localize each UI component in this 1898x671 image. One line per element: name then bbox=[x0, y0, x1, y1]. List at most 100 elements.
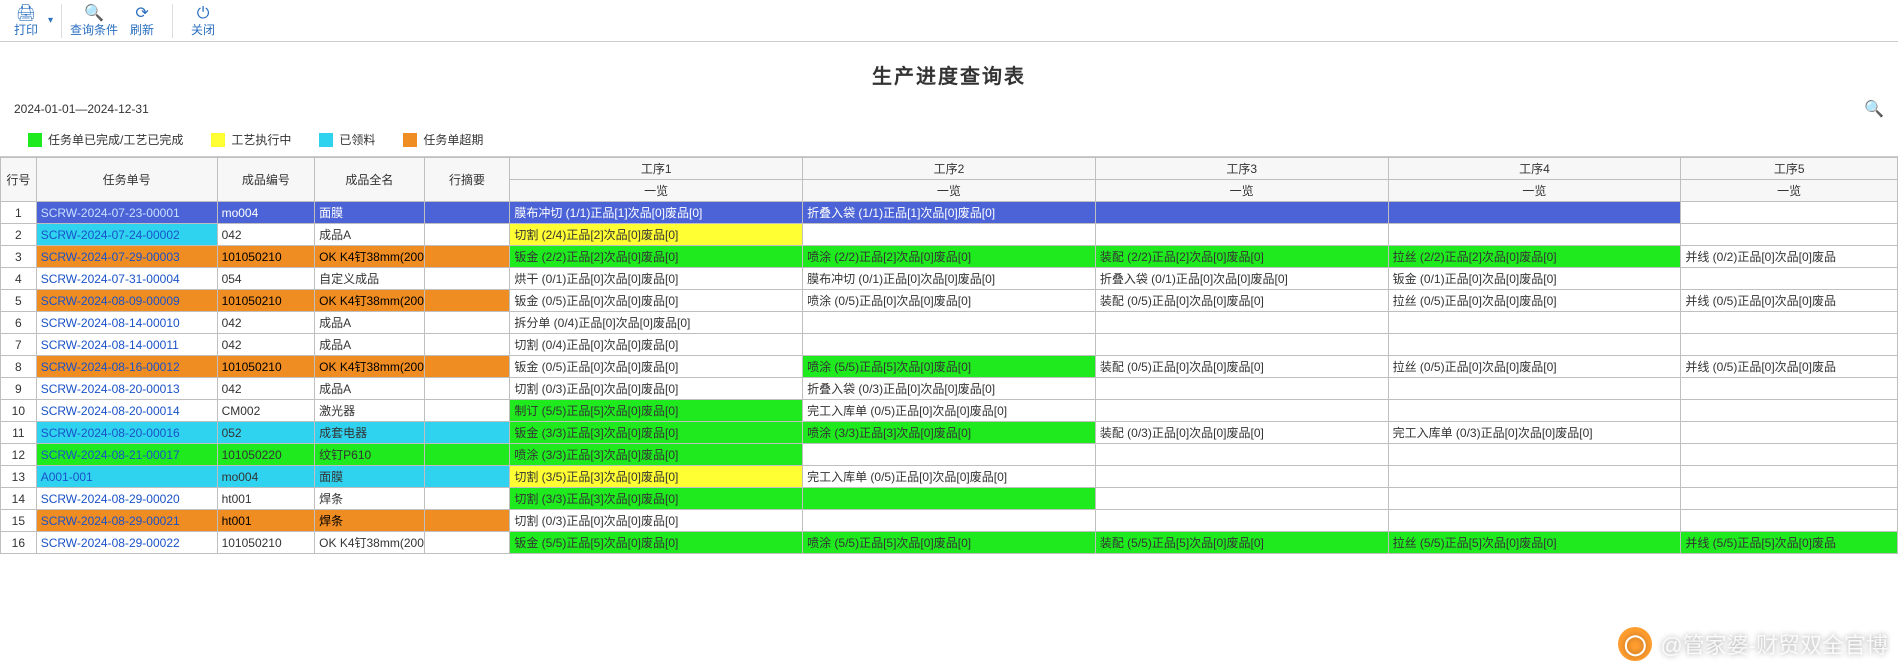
table-row[interactable]: 9SCRW-2024-08-20-00013042成品A切割 (0/3)正品[0… bbox=[1, 378, 1898, 400]
cell-proc1[interactable]: 切割 (0/4)正品[0]次品[0]废品[0] bbox=[510, 334, 803, 356]
cell-task[interactable]: SCRW-2024-08-29-00020 bbox=[36, 488, 217, 510]
cell-proc2[interactable] bbox=[803, 488, 1096, 510]
cell-proc2[interactable]: 折叠入袋 (0/3)正品[0]次品[0]废品[0] bbox=[803, 378, 1096, 400]
cell-proc3[interactable] bbox=[1095, 378, 1388, 400]
th-sub3[interactable]: 一览 bbox=[1095, 180, 1388, 202]
cell-proc1[interactable]: 烘干 (0/1)正品[0]次品[0]废品[0] bbox=[510, 268, 803, 290]
task-number-link[interactable]: SCRW-2024-08-14-00011 bbox=[41, 338, 179, 352]
cell-proc3[interactable]: 装配 (0/5)正品[0]次品[0]废品[0] bbox=[1095, 356, 1388, 378]
cell-proc3[interactable] bbox=[1095, 466, 1388, 488]
cell-proc2[interactable]: 喷涂 (0/5)正品[0]次品[0]废品[0] bbox=[803, 290, 1096, 312]
table-row[interactable]: 1SCRW-2024-07-23-00001mo004面膜膜布冲切 (1/1)正… bbox=[1, 202, 1898, 224]
cell-task[interactable]: SCRW-2024-07-29-00003 bbox=[36, 246, 217, 268]
cell-proc4[interactable] bbox=[1388, 466, 1681, 488]
cell-proc4[interactable] bbox=[1388, 312, 1681, 334]
th-sub5[interactable]: 一览 bbox=[1681, 180, 1898, 202]
cell-task[interactable]: SCRW-2024-08-14-00010 bbox=[36, 312, 217, 334]
th-prodcode[interactable]: 成品编号 bbox=[217, 158, 315, 202]
cell-proc4[interactable] bbox=[1388, 334, 1681, 356]
table-row[interactable]: 7SCRW-2024-08-14-00011042成品A切割 (0/4)正品[0… bbox=[1, 334, 1898, 356]
task-number-link[interactable]: SCRW-2024-07-24-00002 bbox=[41, 228, 180, 242]
th-proc3[interactable]: 工序3 bbox=[1095, 158, 1388, 180]
task-number-link[interactable]: SCRW-2024-08-09-00009 bbox=[41, 294, 180, 308]
task-number-link[interactable]: SCRW-2024-07-31-00004 bbox=[41, 272, 180, 286]
cell-proc4[interactable] bbox=[1388, 488, 1681, 510]
cell-proc5[interactable] bbox=[1681, 334, 1898, 356]
cell-task[interactable]: SCRW-2024-08-20-00014 bbox=[36, 400, 217, 422]
query-button[interactable]: 🔍 查询条件 bbox=[70, 2, 118, 40]
th-sub4[interactable]: 一览 bbox=[1388, 180, 1681, 202]
th-prodname[interactable]: 成品全名 bbox=[315, 158, 424, 202]
task-number-link[interactable]: SCRW-2024-08-20-00016 bbox=[41, 426, 180, 440]
cell-proc5[interactable] bbox=[1681, 378, 1898, 400]
cell-proc1[interactable]: 切割 (0/3)正品[0]次品[0]废品[0] bbox=[510, 510, 803, 532]
cell-proc3[interactable] bbox=[1095, 444, 1388, 466]
cell-proc4[interactable]: 拉丝 (0/5)正品[0]次品[0]废品[0] bbox=[1388, 356, 1681, 378]
table-row[interactable]: 13A001-001mo004面膜切割 (3/5)正品[3]次品[0]废品[0]… bbox=[1, 466, 1898, 488]
cell-proc3[interactable]: 装配 (5/5)正品[5]次品[0]废品[0] bbox=[1095, 532, 1388, 554]
cell-proc1[interactable]: 喷涂 (3/3)正品[3]次品[0]废品[0] bbox=[510, 444, 803, 466]
cell-task[interactable]: SCRW-2024-08-29-00021 bbox=[36, 510, 217, 532]
cell-proc4[interactable] bbox=[1388, 224, 1681, 246]
cell-task[interactable]: SCRW-2024-08-20-00013 bbox=[36, 378, 217, 400]
cell-task[interactable]: SCRW-2024-07-23-00001 bbox=[36, 202, 217, 224]
task-number-link[interactable]: SCRW-2024-08-21-00017 bbox=[41, 448, 180, 462]
table-row[interactable]: 14SCRW-2024-08-29-00020ht001焊条切割 (3/3)正品… bbox=[1, 488, 1898, 510]
table-row[interactable]: 11SCRW-2024-08-20-00016052成套电器钣金 (3/3)正品… bbox=[1, 422, 1898, 444]
cell-proc3[interactable] bbox=[1095, 510, 1388, 532]
task-number-link[interactable]: SCRW-2024-08-29-00020 bbox=[41, 492, 180, 506]
cell-proc3[interactable]: 装配 (0/3)正品[0]次品[0]废品[0] bbox=[1095, 422, 1388, 444]
cell-proc3[interactable]: 装配 (0/5)正品[0]次品[0]废品[0] bbox=[1095, 290, 1388, 312]
cell-proc5[interactable]: 并线 (0/5)正品[0]次品[0]废品 bbox=[1681, 290, 1898, 312]
cell-proc4[interactable]: 拉丝 (5/5)正品[5]次品[0]废品[0] bbox=[1388, 532, 1681, 554]
task-number-link[interactable]: A001-001 bbox=[41, 470, 93, 484]
zoom-icon[interactable]: 🔍 bbox=[1864, 99, 1884, 119]
cell-proc3[interactable]: 折叠入袋 (0/1)正品[0]次品[0]废品[0] bbox=[1095, 268, 1388, 290]
th-sub2[interactable]: 一览 bbox=[803, 180, 1096, 202]
cell-proc3[interactable] bbox=[1095, 400, 1388, 422]
cell-proc1[interactable]: 钣金 (5/5)正品[5]次品[0]废品[0] bbox=[510, 532, 803, 554]
cell-proc4[interactable] bbox=[1388, 444, 1681, 466]
print-button[interactable]: 🖨 打印 bbox=[4, 2, 48, 40]
cell-proc4[interactable] bbox=[1388, 378, 1681, 400]
cell-task[interactable]: SCRW-2024-08-09-00009 bbox=[36, 290, 217, 312]
cell-proc4[interactable] bbox=[1388, 400, 1681, 422]
cell-proc2[interactable]: 膜布冲切 (0/1)正品[0]次品[0]废品[0] bbox=[803, 268, 1096, 290]
cell-task[interactable]: SCRW-2024-07-24-00002 bbox=[36, 224, 217, 246]
table-row[interactable]: 15SCRW-2024-08-29-00021ht001焊条切割 (0/3)正品… bbox=[1, 510, 1898, 532]
cell-proc5[interactable] bbox=[1681, 510, 1898, 532]
table-row[interactable]: 3SCRW-2024-07-29-00003101050210OK K4钉38m… bbox=[1, 246, 1898, 268]
cell-proc5[interactable]: 并线 (0/2)正品[0]次品[0]废品 bbox=[1681, 246, 1898, 268]
cell-proc2[interactable]: 喷涂 (3/3)正品[3]次品[0]废品[0] bbox=[803, 422, 1096, 444]
cell-proc2[interactable] bbox=[803, 312, 1096, 334]
cell-proc3[interactable] bbox=[1095, 312, 1388, 334]
th-row[interactable]: 行号 bbox=[1, 158, 37, 202]
cell-proc1[interactable]: 切割 (3/3)正品[3]次品[0]废品[0] bbox=[510, 488, 803, 510]
cell-proc1[interactable]: 钣金 (2/2)正品[2]次品[0]废品[0] bbox=[510, 246, 803, 268]
cell-proc5[interactable] bbox=[1681, 312, 1898, 334]
cell-proc2[interactable] bbox=[803, 224, 1096, 246]
task-number-link[interactable]: SCRW-2024-08-14-00010 bbox=[41, 316, 180, 330]
cell-proc4[interactable]: 完工入库单 (0/3)正品[0]次品[0]废品[0] bbox=[1388, 422, 1681, 444]
cell-proc5[interactable] bbox=[1681, 224, 1898, 246]
cell-task[interactable]: SCRW-2024-08-20-00016 bbox=[36, 422, 217, 444]
cell-proc4[interactable]: 拉丝 (2/2)正品[2]次品[0]废品[0] bbox=[1388, 246, 1681, 268]
th-proc4[interactable]: 工序4 bbox=[1388, 158, 1681, 180]
task-number-link[interactable]: SCRW-2024-07-29-00003 bbox=[41, 250, 180, 264]
cell-proc1[interactable]: 钣金 (0/5)正品[0]次品[0]废品[0] bbox=[510, 356, 803, 378]
cell-proc1[interactable]: 钣金 (3/3)正品[3]次品[0]废品[0] bbox=[510, 422, 803, 444]
th-proc1[interactable]: 工序1 bbox=[510, 158, 803, 180]
cell-proc2[interactable]: 完工入库单 (0/5)正品[0]次品[0]废品[0] bbox=[803, 400, 1096, 422]
cell-proc1[interactable]: 切割 (0/3)正品[0]次品[0]废品[0] bbox=[510, 378, 803, 400]
cell-proc3[interactable] bbox=[1095, 488, 1388, 510]
th-task[interactable]: 任务单号 bbox=[36, 158, 217, 202]
cell-proc2[interactable]: 喷涂 (2/2)正品[2]次品[0]废品[0] bbox=[803, 246, 1096, 268]
table-row[interactable]: 12SCRW-2024-08-21-00017101050220纹钉P610喷涂… bbox=[1, 444, 1898, 466]
th-proc2[interactable]: 工序2 bbox=[803, 158, 1096, 180]
cell-task[interactable]: SCRW-2024-08-16-00012 bbox=[36, 356, 217, 378]
cell-proc5[interactable]: 并线 (0/5)正品[0]次品[0]废品 bbox=[1681, 356, 1898, 378]
cell-proc1[interactable]: 切割 (3/5)正品[3]次品[0]废品[0] bbox=[510, 466, 803, 488]
task-number-link[interactable]: SCRW-2024-08-20-00013 bbox=[41, 382, 180, 396]
table-row[interactable]: 4SCRW-2024-07-31-00004054自定义成品烘干 (0/1)正品… bbox=[1, 268, 1898, 290]
close-button[interactable]: ⏻ 关闭 bbox=[181, 2, 225, 40]
